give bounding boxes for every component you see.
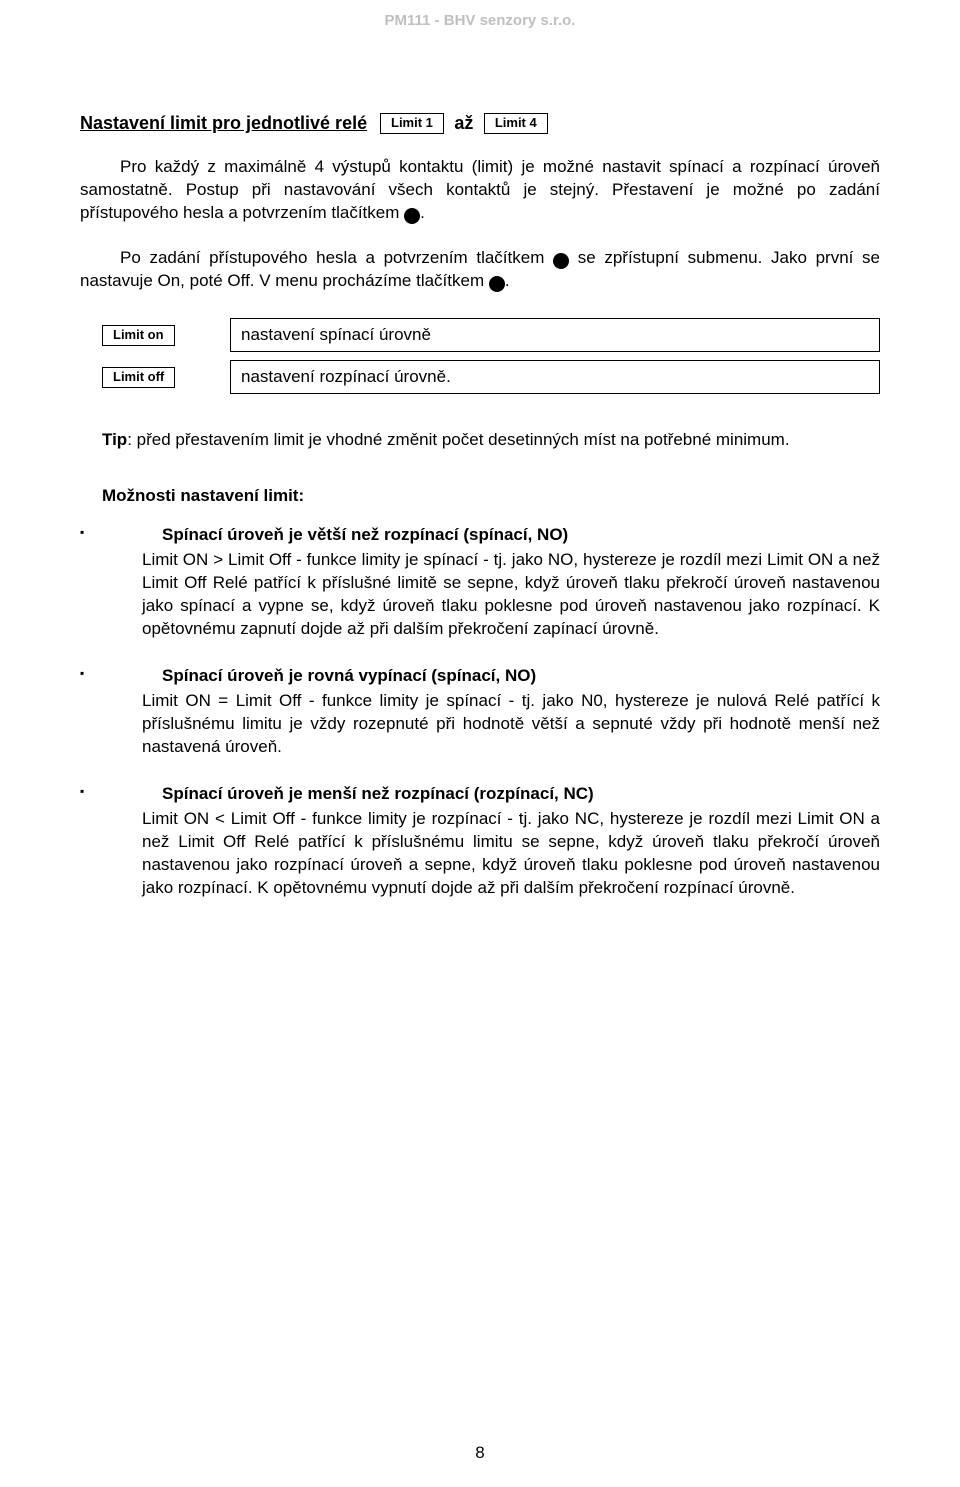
options-list: Spínací úroveň je větší než rozpínací (s… xyxy=(80,524,880,899)
list-item: Spínací úroveň je rovná vypínací (spínac… xyxy=(80,665,880,759)
page-number: 8 xyxy=(0,1443,960,1463)
section-title: Nastavení limit pro jednotlivé relé xyxy=(80,113,367,133)
param-key-cell: Limit on xyxy=(80,318,230,352)
section-title-line: Nastavení limit pro jednotlivé relé Limi… xyxy=(80,109,880,138)
limit-box-1: Limit 1 xyxy=(380,113,444,134)
limit-box-4: Limit 4 xyxy=(484,113,548,134)
enter-icon xyxy=(553,253,569,269)
tip-text: : před přestavením limit je vhodné změni… xyxy=(127,430,789,449)
option-body: Limit ON = Limit Off - funkce limity je … xyxy=(142,690,880,759)
document-page: PM111 - BHV senzory s.r.o. Nastavení lim… xyxy=(0,0,960,1487)
option-title: Spínací úroveň je větší než rozpínací (s… xyxy=(142,524,880,547)
param-desc-cell: nastavení rozpínací úrovně. xyxy=(230,360,880,394)
para1-tail: . xyxy=(420,203,425,222)
tip-label: Tip xyxy=(102,430,127,449)
tip-paragraph: Tip: před přestavením limit je vhodné zm… xyxy=(102,430,880,450)
param-key-box: Limit on xyxy=(102,325,175,346)
option-title: Spínací úroveň je rovná vypínací (spínac… xyxy=(142,665,880,688)
list-item: Spínací úroveň je větší než rozpínací (s… xyxy=(80,524,880,641)
option-body: Limit ON < Limit Off - funkce limity je … xyxy=(142,808,880,900)
paragraph-2: Po zadání přístupového hesla a potvrzení… xyxy=(80,247,880,293)
paragraph-1: Pro každý z maximálně 4 výstupů kontaktu… xyxy=(80,156,880,225)
title-between: až xyxy=(448,113,479,133)
enter-icon xyxy=(489,276,505,292)
table-row: Limit off nastavení rozpínací úrovně. xyxy=(80,360,880,394)
para2-tail: . xyxy=(505,271,510,290)
param-key-cell: Limit off xyxy=(80,360,230,394)
param-table: Limit on nastavení spínací úrovně Limit … xyxy=(80,310,880,402)
para1-text: Pro každý z maximálně 4 výstupů kontaktu… xyxy=(80,157,880,222)
param-desc-cell: nastavení spínací úrovně xyxy=(230,318,880,352)
param-key-box: Limit off xyxy=(102,367,175,388)
options-heading: Možnosti nastavení limit: xyxy=(102,486,880,506)
para2-a: Po zadání přístupového hesla a potvrzení… xyxy=(120,248,553,267)
enter-icon xyxy=(404,208,420,224)
option-title: Spínací úroveň je menší než rozpínací (r… xyxy=(142,783,880,806)
list-item: Spínací úroveň je menší než rozpínací (r… xyxy=(80,783,880,900)
option-body: Limit ON > Limit Off - funkce limity je … xyxy=(142,549,880,641)
page-header: PM111 - BHV senzory s.r.o. xyxy=(80,12,880,29)
table-row: Limit on nastavení spínací úrovně xyxy=(80,318,880,352)
